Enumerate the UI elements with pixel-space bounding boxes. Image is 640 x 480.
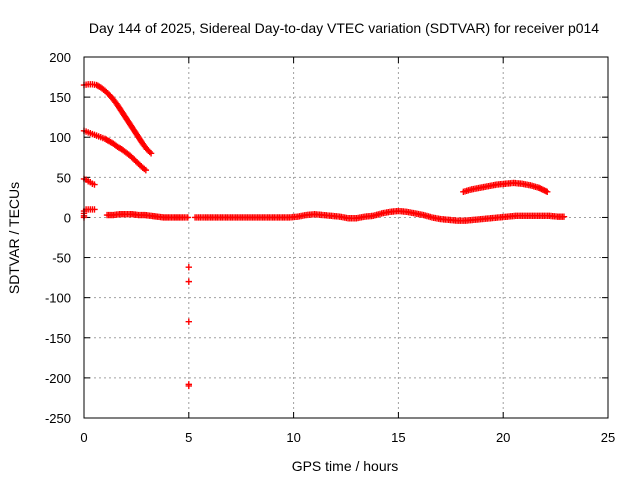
y-axis-label: SDTVAR / TECUs <box>6 182 22 294</box>
data-point-outliers <box>185 263 192 271</box>
y-tick-label: -100 <box>45 291 71 306</box>
x-tick-label: 25 <box>601 430 615 445</box>
data-point-outliers <box>185 382 192 390</box>
data-point-baseline-2 <box>560 213 568 220</box>
data-point-outliers <box>185 318 192 325</box>
data-point-arc-early <box>91 206 98 213</box>
y-tick-label: 50 <box>57 170 71 185</box>
y-tick-label: 0 <box>64 210 71 225</box>
x-tick-label: 20 <box>496 430 510 445</box>
x-tick-label: 10 <box>286 430 300 445</box>
x-tick-label: 15 <box>391 430 405 445</box>
x-tick-label: 5 <box>185 430 192 445</box>
data-point-outliers <box>185 278 192 285</box>
plot-frame <box>83 56 609 419</box>
y-tick-label: 100 <box>49 130 71 145</box>
y-tick-label: 150 <box>49 90 71 105</box>
x-axis-label: GPS time / hours <box>292 458 399 474</box>
x-tick-label: 0 <box>80 430 87 445</box>
y-tick-label: -250 <box>45 411 71 426</box>
chart-title: Day 144 of 2025, Sidereal Day-to-day VTE… <box>89 20 599 36</box>
data-point-baseline-1 <box>184 214 191 221</box>
data-point-arc-165 <box>146 148 153 156</box>
data-point-arc-48 <box>91 181 98 188</box>
data-point-arc-40 <box>544 188 551 195</box>
grid <box>84 57 608 418</box>
data-point-arc-108 <box>142 166 150 174</box>
y-tick-label: 200 <box>49 50 71 65</box>
data-point-arc-165 <box>147 150 155 157</box>
data-points <box>80 81 568 390</box>
y-tick-label: -50 <box>52 251 71 266</box>
y-tick-label: -200 <box>45 371 71 386</box>
axis-ticks: 0 5 10 15 20 25 -250 -200 -150 -100 -50 0 50 100 150 20… <box>45 50 615 445</box>
y-tick-label: -150 <box>45 331 71 346</box>
